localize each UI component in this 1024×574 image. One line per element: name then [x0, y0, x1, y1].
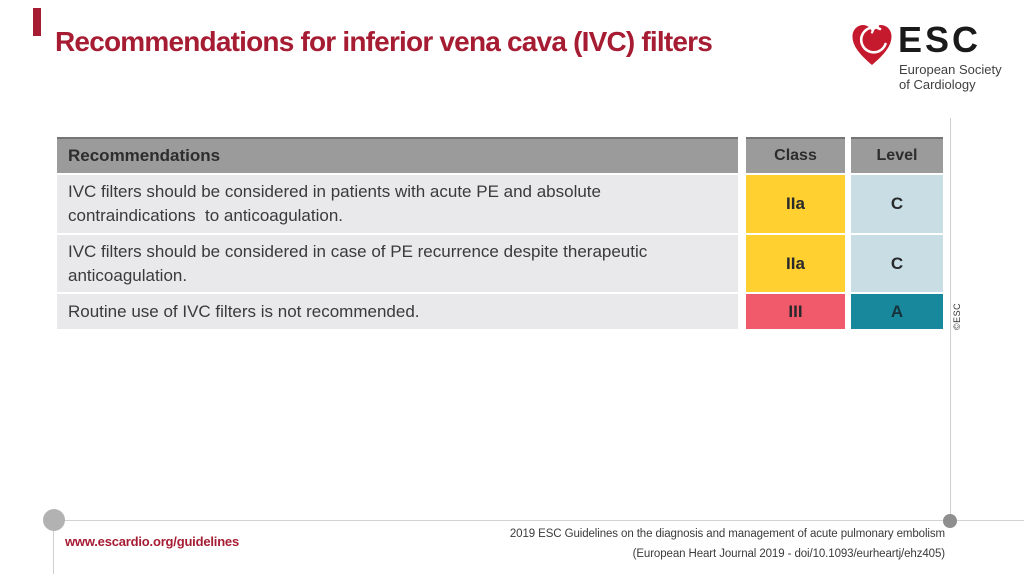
guidelines-url-link[interactable]: www.escardio.org/guidelines: [65, 534, 239, 549]
table-row-1-text: IVC filters should be considered in pati…: [57, 175, 738, 233]
bottom-left-guide-line: [53, 531, 54, 574]
esc-copyright-label: ©ESC: [952, 302, 962, 330]
table-header-level: Level: [851, 137, 943, 173]
title-accent-bar: [33, 8, 41, 36]
esc-logo-text: ESC: [898, 19, 982, 60]
table-row-3-level-badge: A: [851, 294, 943, 329]
esc-logo-subtitle: European Society of Cardiology: [899, 62, 1002, 92]
esc-heart-icon: [850, 22, 894, 68]
reference-line-2: (European Heart Journal 2019 - doi/10.10…: [632, 548, 945, 560]
table-row-1-class-badge: IIa: [746, 175, 845, 233]
table-row-2-class-badge: IIa: [746, 235, 845, 292]
footer-left-dot: [43, 509, 65, 531]
recommendations-table: Recommendations Class Level IVC filters …: [57, 137, 943, 329]
reference-line-1: 2019 ESC Guidelines on the diagnosis and…: [509, 528, 945, 540]
footer-divider-line: [54, 520, 1024, 521]
table-row-3-text: Routine use of IVC filters is not recomm…: [57, 294, 738, 329]
reference-citation: 2019 ESC Guidelines on the diagnosis and…: [385, 524, 945, 564]
table-row-1-level-badge: C: [851, 175, 943, 233]
table-row-2-level-badge: C: [851, 235, 943, 292]
right-guide-line: [950, 118, 951, 515]
esc-logo: ESC European Society of Cardiology: [850, 20, 1010, 98]
page-title: Recommendations for inferior vena cava (…: [55, 26, 713, 57]
footer-right-dot: [943, 514, 957, 528]
table-row-3-class-badge: III: [746, 294, 845, 329]
table-header-recommendations: Recommendations: [57, 137, 738, 173]
table-header-class: Class: [746, 137, 845, 173]
table-row-2-text: IVC filters should be considered in case…: [57, 235, 738, 292]
